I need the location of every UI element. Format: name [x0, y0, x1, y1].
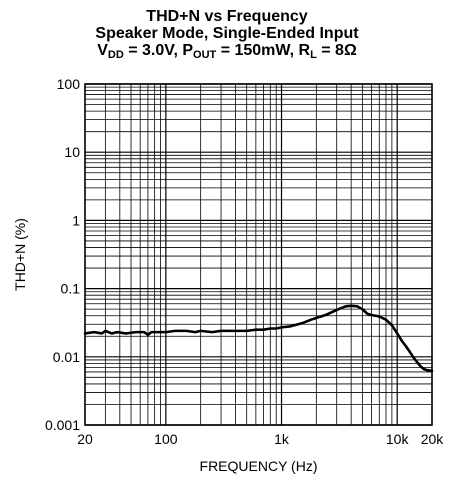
x-tick-label: 10k: [386, 431, 410, 447]
y-tick-label: 0.1: [61, 281, 81, 297]
chart-title-line-2: Speaker Mode, Single-Ended Input: [95, 25, 359, 42]
chart-title-line-3: VDD = 3.0V, POUT = 150mW, RL = 8Ω: [0, 42, 454, 61]
rl-subscript: L: [310, 49, 317, 61]
y-tick-label: 100: [57, 76, 81, 92]
series-layer: [83, 304, 434, 373]
chart-title-line-1: THD+N vs Frequency: [146, 8, 308, 25]
y-tick-label: 0.001: [45, 417, 80, 433]
y-tick-label: 1: [72, 212, 80, 228]
minor-gridlines: [84, 84, 433, 425]
x-tick-labels: 20 100 1k 10k 20k: [77, 431, 444, 447]
x-tick-label: 100: [154, 431, 178, 447]
major-gridlines: [85, 83, 432, 426]
y-axis-label: THD+N (%): [12, 218, 28, 291]
x-tick-label: 20: [77, 431, 93, 447]
vdd-value: = 3.0V, P: [123, 42, 194, 59]
x-tick-label: 20k: [421, 431, 445, 447]
pout-value: = 150mW, R: [216, 42, 311, 59]
thd-series-line: [83, 304, 434, 373]
plot-frame: [84, 83, 433, 426]
y-tick-label: 0.01: [53, 349, 80, 365]
y-tick-labels: 100 10 1 0.1 0.01 0.001: [45, 76, 80, 433]
vdd-subscript: DD: [107, 49, 124, 61]
pout-subscript: OUT: [193, 49, 217, 61]
rl-value: = 8Ω: [316, 42, 357, 59]
vdd-label: V: [97, 42, 108, 59]
y-tick-label: 10: [64, 144, 80, 160]
x-axis-label: FREQUENCY (Hz): [200, 458, 318, 474]
x-tick-label: 1k: [274, 431, 290, 447]
